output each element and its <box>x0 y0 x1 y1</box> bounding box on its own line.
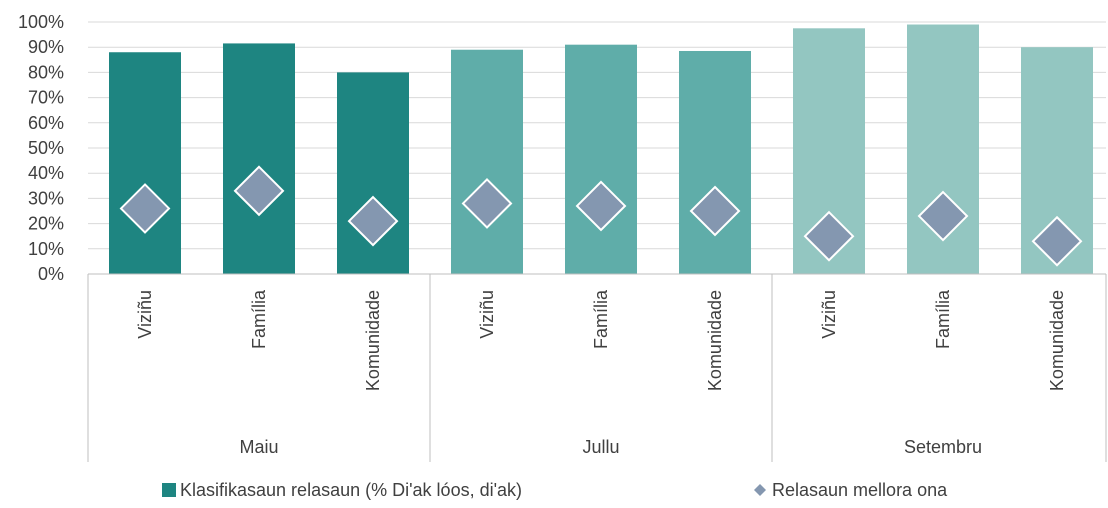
marker <box>461 178 513 229</box>
legend: Klasifikasaun relasaun (% Di'ak lóos, di… <box>162 480 948 500</box>
bars <box>109 24 1093 275</box>
category-label: Viziñu <box>135 290 155 339</box>
marker <box>917 190 969 242</box>
legend-swatch-marker <box>754 484 766 496</box>
bar <box>451 49 523 274</box>
y-tick-label: 80% <box>28 62 64 82</box>
category-label: Komunidade <box>1047 290 1067 391</box>
bar <box>679 50 751 275</box>
legend-swatch-bar <box>162 483 176 497</box>
group-label: Setembru <box>904 437 982 457</box>
category-label: Família <box>591 289 611 349</box>
y-axis-ticks: 0% 10% 20% 30% 40% 50% 60% 70% 80% 90% 100% <box>18 12 64 284</box>
markers <box>119 165 1083 267</box>
y-tick-label: 30% <box>28 188 64 208</box>
marker <box>575 180 627 232</box>
y-tick-label: 60% <box>28 113 64 133</box>
group-labels: Maiu Jullu Setembru <box>239 437 982 457</box>
category-label: Viziñu <box>819 290 839 339</box>
bar <box>223 43 295 274</box>
marker <box>119 183 171 234</box>
y-tick-label: 20% <box>28 214 64 234</box>
category-labels: Viziñu Família Komunidade Viziñu Família Komu… <box>135 289 1067 391</box>
legend-label-bar: Klasifikasaun relasaun (% Di'ak lóos, di… <box>180 480 522 500</box>
y-tick-label: 10% <box>28 239 64 259</box>
bar <box>109 52 181 274</box>
category-label: Komunidade <box>363 290 383 391</box>
marker <box>803 210 855 262</box>
category-label: Viziñu <box>477 290 497 339</box>
marker <box>347 195 399 247</box>
y-tick-label: 90% <box>28 37 64 57</box>
marker <box>1031 215 1083 267</box>
category-label: Komunidade <box>705 290 725 391</box>
category-label: Família <box>933 289 953 349</box>
y-tick-label: 50% <box>28 138 64 158</box>
x-axis <box>87 273 1107 462</box>
category-label: Família <box>249 289 269 349</box>
group-label: Maiu <box>239 437 278 457</box>
group-label: Jullu <box>582 437 619 457</box>
y-tick-label: 100% <box>18 12 64 32</box>
marker <box>689 185 741 237</box>
y-tick-label: 70% <box>28 88 64 108</box>
y-tick-label: 40% <box>28 163 64 183</box>
legend-label-marker: Relasaun mellora ona <box>772 480 948 500</box>
y-tick-label: 0% <box>38 264 64 284</box>
bar <box>565 44 637 275</box>
marker <box>233 165 285 217</box>
